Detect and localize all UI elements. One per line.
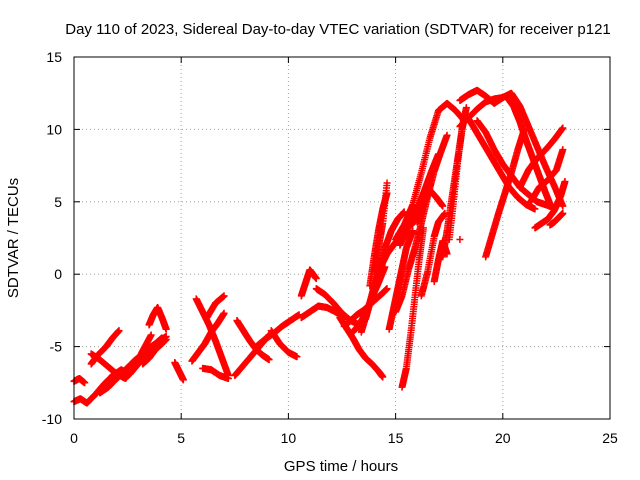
series-sat-12	[203, 292, 228, 322]
y-tick-label: 15	[46, 49, 62, 65]
series-sat-8	[171, 359, 187, 384]
y-tick-label: -5	[50, 339, 63, 355]
x-tick-label: 25	[602, 430, 618, 446]
data-point	[115, 327, 123, 335]
series-sat-3	[87, 327, 123, 368]
data-point	[220, 309, 228, 317]
series-sat-11	[199, 364, 232, 382]
series-sat-2	[70, 374, 89, 387]
data-point	[224, 374, 232, 382]
series-sat-24	[362, 208, 408, 323]
chart-title: Day 110 of 2023, Sidereal Day-to-day VTE…	[65, 21, 611, 38]
plot-frame	[73, 56, 611, 420]
data-point	[383, 179, 391, 187]
data-point	[162, 335, 170, 343]
series-sat-7	[139, 335, 170, 368]
data-point	[443, 131, 451, 139]
data-point	[220, 292, 228, 300]
data-point	[379, 373, 387, 381]
y-tick-label: 5	[54, 194, 62, 210]
series-sat-10	[188, 309, 228, 365]
data-point	[434, 150, 442, 158]
series-sat-17	[297, 266, 320, 300]
y-tick-label: 0	[54, 266, 62, 282]
data-point	[409, 227, 417, 235]
data-point	[81, 379, 89, 387]
y-tick-label: -10	[42, 411, 62, 427]
data-point	[383, 285, 391, 293]
data-points	[70, 86, 569, 407]
grid-lines	[74, 57, 610, 419]
data-point	[265, 356, 273, 364]
x-tick-label: 5	[177, 430, 185, 446]
series-sat-4	[87, 331, 155, 382]
series-sat-6	[145, 304, 170, 333]
data-point	[147, 331, 155, 339]
data-point	[293, 353, 301, 361]
series-sat-30	[396, 150, 442, 249]
data-point	[456, 235, 464, 243]
x-tick-label: 10	[281, 430, 297, 446]
data-point	[162, 325, 170, 333]
series-sat-5	[96, 332, 170, 397]
x-axis-label: GPS time / hours	[284, 458, 398, 475]
series-sat-16	[267, 327, 301, 361]
data-point	[179, 376, 187, 384]
series-sat-28	[392, 99, 468, 243]
axis-ticks: 0 5 10 15 20 25 -10 -5 0 5 10 15	[42, 49, 618, 446]
series-sat-26	[370, 179, 391, 275]
x-tick-label: 0	[70, 430, 78, 446]
x-tick-label: 20	[495, 430, 511, 446]
x-tick-label: 15	[388, 430, 404, 446]
series-sat-13	[233, 317, 273, 364]
series-sat-31	[398, 224, 427, 391]
data-point	[312, 275, 320, 283]
series-sat-47	[456, 235, 464, 243]
y-axis-label: SDTVAR / TECUs	[5, 178, 22, 298]
y-tick-label: 10	[46, 121, 62, 137]
